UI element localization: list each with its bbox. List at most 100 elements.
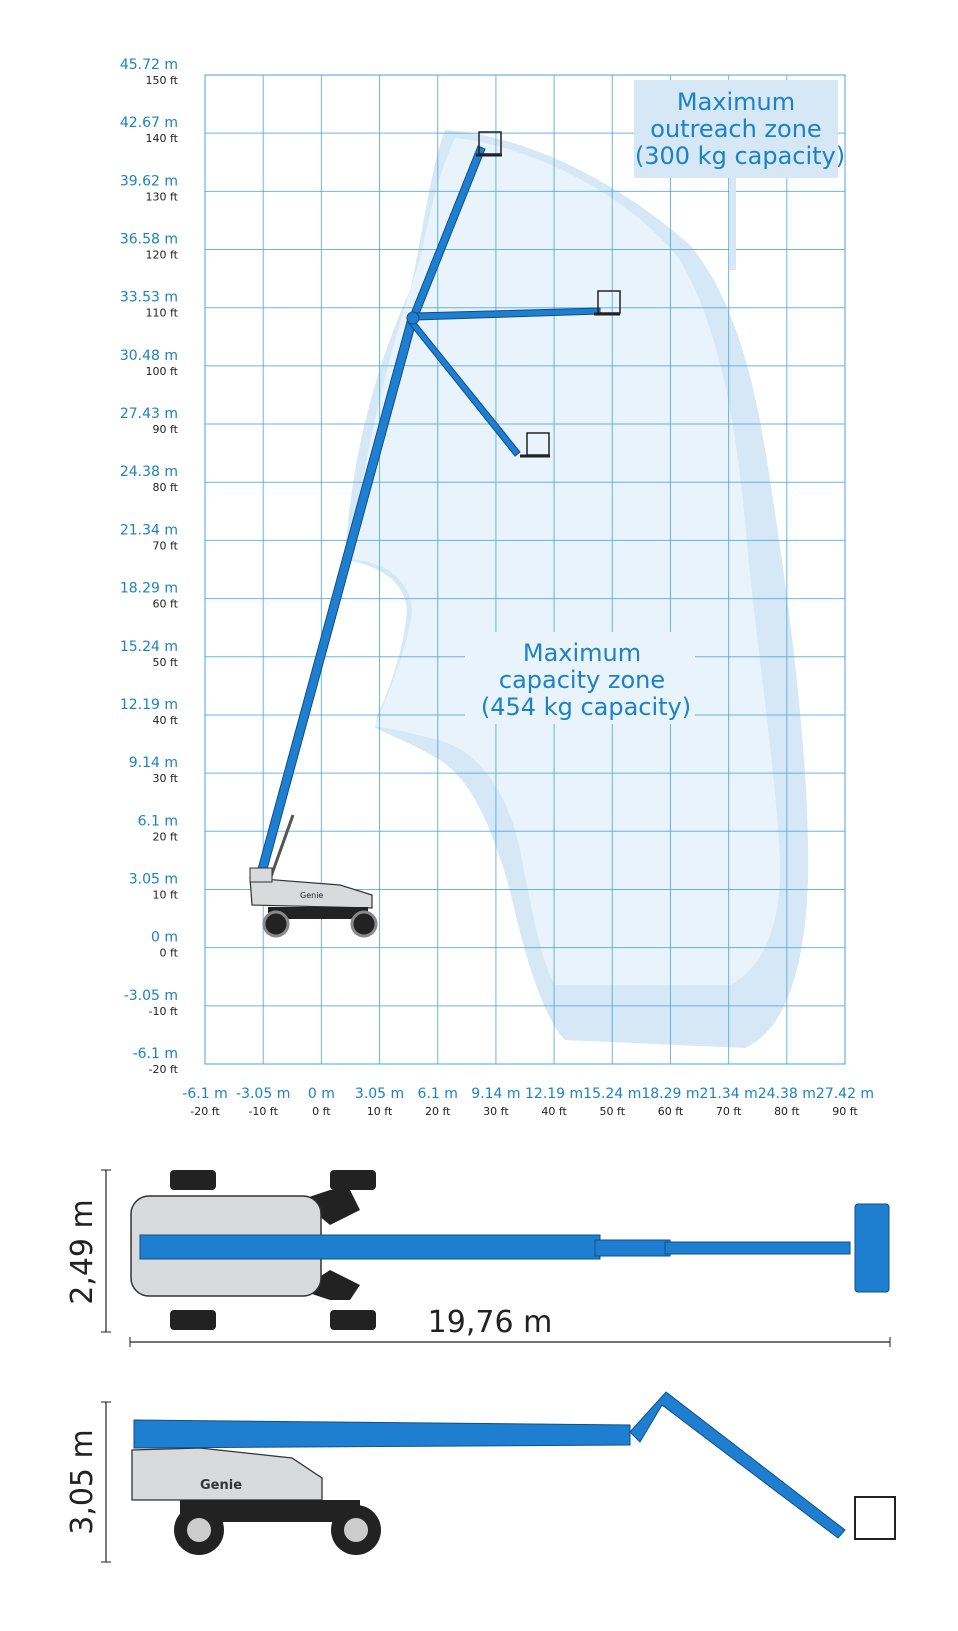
x-tick-label-metric: 27.42 m (816, 1086, 874, 1102)
y-tick-label-metric: 12.19 m (120, 697, 178, 713)
y-tick-label-metric: -6.1 m (133, 1046, 178, 1062)
chassis-frame (268, 907, 368, 919)
x-tick-label-metric: 21.34 m (700, 1086, 758, 1102)
side-frame (180, 1500, 360, 1522)
jib-knuckle (406, 311, 420, 325)
y-tick-label-metric: 21.34 m (120, 522, 178, 538)
axle-arm-bottom (300, 1270, 360, 1300)
capacity-zone (350, 138, 781, 985)
y-tick-label-imperial: 0 ft (160, 947, 179, 960)
x-tick-label-metric: 12.19 m (525, 1086, 583, 1102)
side-platform (854, 1496, 896, 1540)
side-wheel-front-hub (187, 1518, 211, 1542)
y-tick-label-metric: 18.29 m (120, 581, 178, 597)
side-view: 3,05 m Genie (65, 1391, 896, 1563)
axle-arm-top (300, 1190, 360, 1225)
y-tick-label-imperial: -20 ft (149, 1063, 179, 1076)
grid-border (204, 74, 846, 1065)
y-tick-label-imperial: 120 ft (146, 249, 179, 262)
x-tick-label-imperial: 80 ft (774, 1105, 800, 1118)
y-tick-label-imperial: 10 ft (153, 888, 179, 901)
outreach-zone-label: Maximum outreach zone (300 kg capacity) (634, 80, 845, 270)
x-tick-label-imperial: 0 ft (312, 1105, 331, 1118)
y-tick-label-metric: 6.1 m (138, 813, 178, 829)
capacity-zone-label: Maximum capacity zone (454 kg capacity) (465, 632, 695, 724)
top-view-width-label: 2,49 m (65, 1199, 100, 1305)
boom-top-mid (594, 1239, 671, 1257)
zones-layer (345, 130, 809, 1048)
x-axis-labels: -6.1 m -20 ft -3.05 m -10 ft 0 m 0 ft 3.05 m 10… (182, 1086, 874, 1118)
tire-rr (330, 1310, 376, 1330)
outreach-label-box (634, 80, 838, 178)
x-tick-label-imperial: -10 ft (248, 1105, 278, 1118)
x-tick-label-imperial: 70 ft (716, 1105, 742, 1118)
x-tick-label-metric: 9.14 m (471, 1086, 520, 1102)
counterweight (249, 867, 273, 883)
brand-logo-elevation: Genie (300, 891, 323, 900)
y-tick-label-metric: 24.38 m (120, 464, 178, 480)
y-tick-label-metric: 30.48 m (120, 348, 178, 364)
side-wheel-rear-hub (344, 1518, 368, 1542)
capacity-label-line-3: (454 kg capacity) (481, 693, 691, 721)
y-tick-label-metric: 27.43 m (120, 406, 178, 422)
grid (204, 74, 846, 1065)
x-tick-label-imperial: -20 ft (190, 1105, 220, 1118)
x-tick-label-metric: -3.05 m (236, 1086, 290, 1102)
outreach-label-line-2: outreach zone (650, 115, 821, 143)
platform-top-view (854, 1203, 890, 1293)
x-tick-label-metric: 15.24 m (583, 1086, 641, 1102)
x-tick-label-imperial: 30 ft (483, 1105, 509, 1118)
y-tick-label-imperial: 110 ft (146, 307, 179, 320)
outreach-pointer (729, 178, 736, 270)
x-tick-label-metric: -6.1 m (182, 1086, 227, 1102)
tire-rl (170, 1310, 216, 1330)
x-tick-label-metric: 18.29 m (641, 1086, 699, 1102)
x-tick-label-metric: 0 m (308, 1086, 335, 1102)
x-tick-label-imperial: 50 ft (600, 1105, 626, 1118)
capacity-label-line-1: Maximum (523, 639, 641, 667)
white-cutout (345, 562, 407, 730)
y-tick-label-imperial: 150 ft (146, 74, 179, 87)
y-tick-label-metric: 39.62 m (120, 173, 178, 189)
x-tick-label-metric: 24.38 m (758, 1086, 816, 1102)
x-tick-label-imperial: 20 ft (425, 1105, 451, 1118)
y-tick-label-imperial: 80 ft (153, 481, 179, 494)
y-tick-label-imperial: 140 ft (146, 132, 179, 145)
y-tick-label-metric: 15.24 m (120, 639, 178, 655)
boom-lift-elevation: Genie (249, 131, 621, 938)
y-tick-label-metric: 3.05 m (129, 871, 178, 887)
side-boom-jib (629, 1391, 846, 1539)
y-tick-label-imperial: 20 ft (153, 830, 179, 843)
x-tick-label-imperial: 10 ft (367, 1105, 393, 1118)
y-tick-label-imperial: 40 ft (153, 714, 179, 727)
y-tick-label-imperial: 60 ft (153, 598, 179, 611)
y-tick-label-metric: 36.58 m (120, 232, 178, 248)
tire-fr (330, 1170, 376, 1190)
x-tick-label-imperial: 40 ft (541, 1105, 567, 1118)
y-tick-label-metric: -3.05 m (124, 988, 178, 1004)
y-tick-label-imperial: 30 ft (153, 772, 179, 785)
chassis-body (249, 877, 373, 909)
outreach-label-line-3: (300 kg capacity) (635, 142, 845, 170)
x-tick-label-imperial: 60 ft (658, 1105, 684, 1118)
y-tick-label-metric: 9.14 m (129, 755, 178, 771)
capacity-label-line-2: capacity zone (499, 666, 665, 694)
y-tick-label-metric: 0 m (151, 930, 178, 946)
y-tick-label-metric: 42.67 m (120, 115, 178, 131)
tire-fl (170, 1170, 216, 1190)
outreach-label-line-1: Maximum (677, 88, 795, 116)
x-tick-label-metric: 3.05 m (355, 1086, 404, 1102)
wheel-rear (350, 910, 378, 938)
y-tick-label-metric: 45.72 m (120, 57, 178, 73)
x-tick-label-metric: 6.1 m (418, 1086, 458, 1102)
x-tick-label-imperial: 90 ft (832, 1105, 858, 1118)
y-tick-label-imperial: 90 ft (153, 423, 179, 436)
top-view: 2,49 m 19,76 m (65, 1169, 891, 1347)
boom-top-jib (664, 1241, 851, 1255)
y-tick-label-imperial: 50 ft (153, 656, 179, 669)
length-label-bg (420, 1300, 560, 1340)
wheel-front (262, 910, 290, 938)
y-tick-label-imperial: 70 ft (153, 539, 179, 552)
brand-logo-side: Genie (200, 1478, 242, 1493)
